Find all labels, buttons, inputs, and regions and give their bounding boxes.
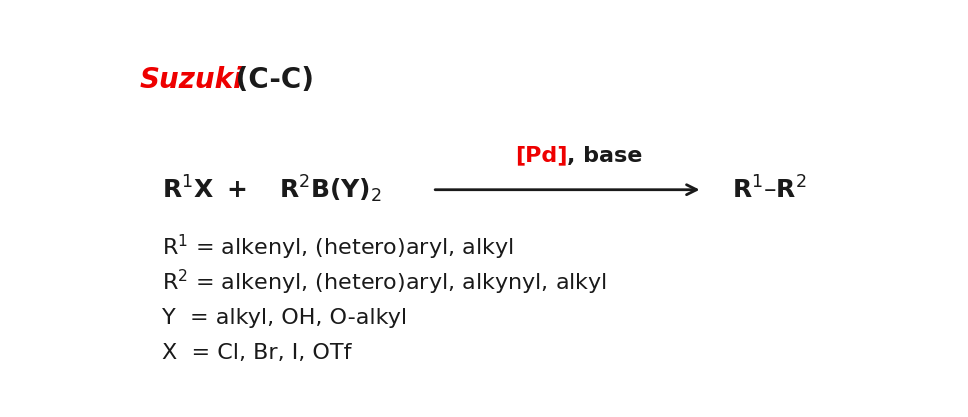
Text: , base: , base [567, 146, 643, 166]
Text: +: + [227, 178, 248, 202]
Text: [Pd]: [Pd] [515, 146, 567, 166]
Text: Y  = alkyl, OH, O-alkyl: Y = alkyl, OH, O-alkyl [163, 308, 408, 328]
Text: R$^1$–R$^2$: R$^1$–R$^2$ [733, 176, 807, 203]
Text: X  = Cl, Br, I, OTf: X = Cl, Br, I, OTf [163, 344, 351, 364]
Text: Suzuki: Suzuki [139, 66, 243, 94]
Text: R$^1$ = alkenyl, (hetero)aryl, alkyl: R$^1$ = alkenyl, (hetero)aryl, alkyl [163, 233, 514, 262]
Text: R$^1$X: R$^1$X [163, 176, 214, 203]
Text: R$^2$ = alkenyl, (hetero)aryl, alkynyl, alkyl: R$^2$ = alkenyl, (hetero)aryl, alkynyl, … [163, 268, 607, 297]
Text: R$^2$B(Y)$_2$: R$^2$B(Y)$_2$ [279, 174, 381, 206]
Text: (C-C): (C-C) [227, 66, 314, 94]
